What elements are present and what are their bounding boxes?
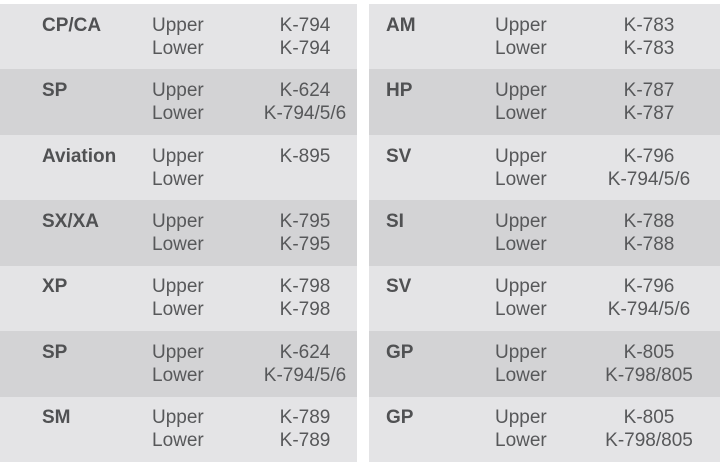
kit-table-left: CP/CA Upper K-794 Lower K-794 SP Upper K…: [0, 4, 357, 462]
table-row: SP Upper K-624 Lower K-794/5/6: [0, 331, 357, 397]
upper-kit-value: K-787: [623, 80, 675, 102]
model-code: SI: [386, 210, 404, 232]
upper-kit-value: K-805: [623, 341, 675, 363]
table-row: SV Upper K-796 Lower K-794/5/6: [369, 134, 720, 201]
upper-kit-value: K-788: [623, 210, 675, 232]
table-row: GP Upper K-805 Lower K-798/805: [369, 331, 720, 397]
upper-kit-value: K-796: [623, 145, 675, 167]
lower-kit-value: K-787: [623, 103, 675, 125]
model-code: HP: [386, 80, 413, 102]
lower-label: Lower: [495, 430, 547, 452]
lower-label: Lower: [152, 168, 204, 190]
lower-kit-value: K-794/5/6: [607, 168, 691, 190]
upper-label: Upper: [152, 210, 204, 232]
upper-label: Upper: [495, 276, 547, 298]
lower-label: Lower: [152, 37, 204, 59]
lower-label: Lower: [495, 364, 547, 386]
upper-label: Upper: [152, 14, 204, 36]
model-code: AM: [386, 14, 416, 36]
table-row: SM Upper K-789 Lower K-789: [0, 396, 357, 462]
lower-kit-value: K-794: [279, 37, 331, 59]
model-code: CP/CA: [42, 14, 102, 36]
lower-kit-value: K-789: [279, 430, 331, 452]
lower-kit-value: K-788: [623, 233, 675, 255]
upper-kit-value: K-798: [279, 276, 331, 298]
upper-kit-value: K-796: [623, 276, 675, 298]
table-row: HP Upper K-787 Lower K-787: [369, 69, 720, 135]
table-row: CP/CA Upper K-794 Lower K-794: [0, 4, 357, 70]
upper-label: Upper: [495, 80, 547, 102]
lower-kit-value: K-794/5/6: [263, 364, 347, 386]
table-row: XP Upper K-798 Lower K-798: [0, 265, 357, 332]
lower-label: Lower: [495, 168, 547, 190]
upper-label: Upper: [152, 80, 204, 102]
lower-kit-value: K-794/5/6: [607, 299, 691, 321]
model-code: SP: [42, 341, 68, 363]
table-row: GP Upper K-805 Lower K-798/805: [369, 396, 720, 462]
lower-kit-value: K-798/805: [605, 430, 693, 452]
upper-label: Upper: [495, 407, 547, 429]
upper-label: Upper: [152, 341, 204, 363]
upper-kit-value: K-789: [279, 407, 331, 429]
lower-kit-value: [253, 168, 357, 191]
upper-label: Upper: [152, 276, 204, 298]
model-code: GP: [386, 341, 414, 363]
kit-table-right: AM Upper K-783 Lower K-783 HP Upper K-78…: [369, 4, 720, 462]
lower-kit-value: K-794/5/6: [263, 103, 347, 125]
model-code: SM: [42, 407, 71, 429]
table-row: SP Upper K-624 Lower K-794/5/6: [0, 69, 357, 135]
lower-label: Lower: [152, 299, 204, 321]
upper-label: Upper: [495, 210, 547, 232]
upper-kit-value: K-794: [279, 14, 331, 36]
upper-kit-value: K-624: [279, 80, 331, 102]
lower-kit-value: K-795: [279, 233, 331, 255]
upper-label: Upper: [152, 145, 204, 167]
upper-kit-value: K-805: [623, 407, 675, 429]
upper-kit-value: K-795: [279, 210, 331, 232]
model-code: Aviation: [42, 145, 117, 167]
table-row: SX/XA Upper K-795 Lower K-795: [0, 200, 357, 266]
upper-kit-value: K-895: [279, 145, 331, 167]
lower-kit-value: K-798/805: [605, 364, 693, 386]
upper-label: Upper: [495, 14, 547, 36]
lower-label: Lower: [495, 299, 547, 321]
lower-label: Lower: [152, 103, 204, 125]
table-row: Aviation Upper K-895 Lower: [0, 134, 357, 201]
lower-label: Lower: [495, 103, 547, 125]
lower-label: Lower: [152, 364, 204, 386]
model-code: SV: [386, 145, 412, 167]
upper-label: Upper: [152, 407, 204, 429]
table-row: SI Upper K-788 Lower K-788: [369, 200, 720, 266]
lower-label: Lower: [495, 233, 547, 255]
lower-kit-value: K-783: [623, 37, 675, 59]
model-code: SP: [42, 80, 68, 102]
table-row: AM Upper K-783 Lower K-783: [369, 4, 720, 70]
model-code: GP: [386, 407, 414, 429]
upper-label: Upper: [495, 341, 547, 363]
model-code: XP: [42, 276, 68, 298]
upper-kit-value: K-624: [279, 341, 331, 363]
upper-label: Upper: [495, 145, 547, 167]
table-row: SV Upper K-796 Lower K-794/5/6: [369, 265, 720, 332]
upper-kit-value: K-783: [623, 14, 675, 36]
lower-kit-value: K-798: [279, 299, 331, 321]
lower-label: Lower: [495, 37, 547, 59]
model-code: SV: [386, 276, 412, 298]
lower-label: Lower: [152, 430, 204, 452]
model-code: SX/XA: [42, 210, 100, 232]
lower-label: Lower: [152, 233, 204, 255]
